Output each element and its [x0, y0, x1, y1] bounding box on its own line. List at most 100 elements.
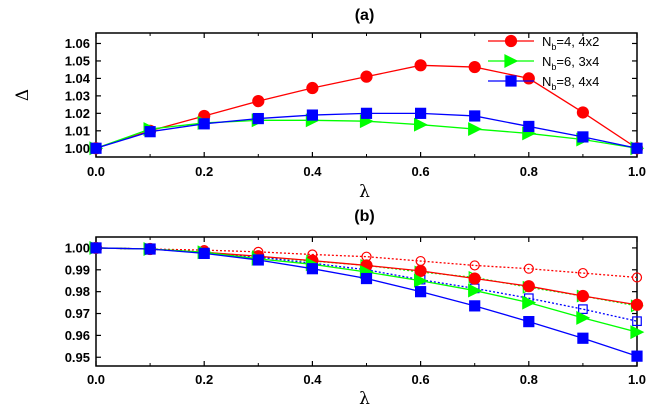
y-tick-label: 1.00 — [65, 240, 90, 255]
data-point — [631, 272, 643, 283]
data-point — [632, 316, 642, 327]
plot-frame — [95, 236, 638, 367]
data-point — [630, 325, 645, 340]
x-tick-label: 0.2 — [195, 372, 213, 387]
data-point — [522, 72, 535, 85]
x-axis-label: λ — [359, 389, 370, 409]
data-point — [252, 112, 264, 125]
legend-label: Nb=6, 3x4 — [542, 54, 599, 72]
x-tick-label: 0.4 — [303, 164, 322, 179]
data-point — [576, 106, 590, 119]
series-5 — [90, 242, 643, 362]
data-point — [415, 286, 427, 298]
data-point — [306, 109, 318, 121]
y-tick-label: 1.01 — [65, 123, 90, 138]
x-tick-label: 1.0 — [628, 372, 646, 387]
data-point — [252, 254, 264, 266]
legend-marker — [505, 75, 517, 87]
data-point — [415, 107, 427, 119]
legend-label-subscript: b — [551, 42, 556, 52]
data-point — [469, 260, 480, 271]
data-point — [577, 131, 589, 143]
data-point — [468, 122, 483, 137]
legend-marker — [504, 34, 518, 48]
data-point — [631, 142, 643, 154]
data-point — [90, 242, 102, 254]
data-point — [252, 95, 265, 108]
legend-label-main: N — [542, 34, 551, 49]
data-point — [144, 126, 156, 138]
data-point — [90, 142, 102, 154]
legend-label-subscript: b — [551, 82, 556, 92]
y-tick-label: 1.02 — [65, 106, 90, 121]
data-point — [468, 60, 481, 74]
data-point — [522, 295, 537, 310]
x-tick-label: 0.4 — [303, 372, 322, 387]
chart-panel-0: (a) 0.0 0.2 0.4 0.6 0.8 1.0 1.00 1.01 1.02 1.03 1.0… — [13, 7, 646, 202]
series-line — [95, 247, 638, 307]
data-point — [469, 110, 481, 122]
x-tick-label: 0.8 — [520, 372, 538, 387]
data-point — [523, 316, 535, 328]
data-point — [577, 332, 589, 344]
x-tick-label: 1.0 — [628, 164, 646, 179]
legend-label-main: N — [542, 74, 551, 89]
x-axis-label: λ — [359, 182, 370, 202]
data-point — [414, 117, 428, 132]
x-tick-label: 0.8 — [520, 164, 538, 179]
data-point — [631, 350, 643, 362]
legend-label-rest: =6, 3x4 — [556, 54, 599, 69]
panel-title: (a) — [355, 7, 375, 24]
x-tick-label: 0.6 — [412, 164, 430, 179]
y-tick-label: 1.04 — [65, 71, 91, 86]
data-point — [523, 120, 535, 133]
series-2 — [90, 107, 643, 154]
x-tick-label: 0.2 — [195, 164, 213, 179]
x-tick-label: 0.6 — [412, 372, 430, 387]
data-point — [522, 280, 535, 293]
y-tick-label: 0.98 — [65, 284, 90, 299]
y-tick-label: 0.96 — [65, 328, 90, 343]
data-point — [576, 289, 590, 303]
y-tick-label: 1.06 — [65, 36, 90, 51]
y-tick-label: 1.05 — [65, 53, 90, 68]
legend-marker — [504, 54, 519, 68]
data-point — [469, 300, 481, 312]
data-point — [576, 310, 591, 325]
data-point — [144, 243, 156, 255]
data-point — [578, 304, 588, 315]
data-point — [414, 59, 427, 72]
y-tick-label: 0.97 — [65, 306, 90, 321]
data-point — [360, 107, 373, 119]
y-axis-label: Δ — [13, 89, 33, 101]
series-2 — [91, 243, 642, 327]
legend-label: Nb=8, 4x4 — [542, 74, 599, 92]
data-point — [630, 298, 644, 311]
y-tick-label: 1.03 — [65, 88, 90, 103]
legend-label-main: N — [542, 54, 551, 69]
data-point — [523, 263, 534, 274]
data-point — [306, 81, 319, 95]
data-point — [468, 283, 483, 298]
y-tick-label: 1.00 — [65, 141, 90, 156]
data-point — [198, 247, 210, 259]
x-tick-label: 0.0 — [87, 164, 105, 179]
data-point — [360, 70, 373, 83]
x-tick-label: 0.0 — [87, 372, 105, 387]
legend-label-subscript: b — [551, 62, 556, 72]
data-point — [360, 272, 373, 285]
data-point — [414, 264, 427, 277]
legend-label-rest: =8, 4x4 — [556, 74, 599, 89]
chart-panel-1: (b) 0.0 0.2 0.4 0.6 0.8 1.0 0.95 0.96 0.97 0.98 0.9… — [65, 208, 646, 409]
y-tick-label: 0.99 — [65, 262, 90, 277]
legend-label-rest: =4, 4x2 — [556, 34, 599, 49]
legend-label: Nb=4, 4x2 — [542, 34, 599, 52]
y-tick-label: 0.95 — [65, 350, 90, 365]
series-1 — [89, 113, 645, 156]
series-4 — [89, 240, 645, 340]
data-point — [198, 118, 210, 130]
data-point — [306, 263, 318, 275]
data-point — [468, 272, 481, 285]
